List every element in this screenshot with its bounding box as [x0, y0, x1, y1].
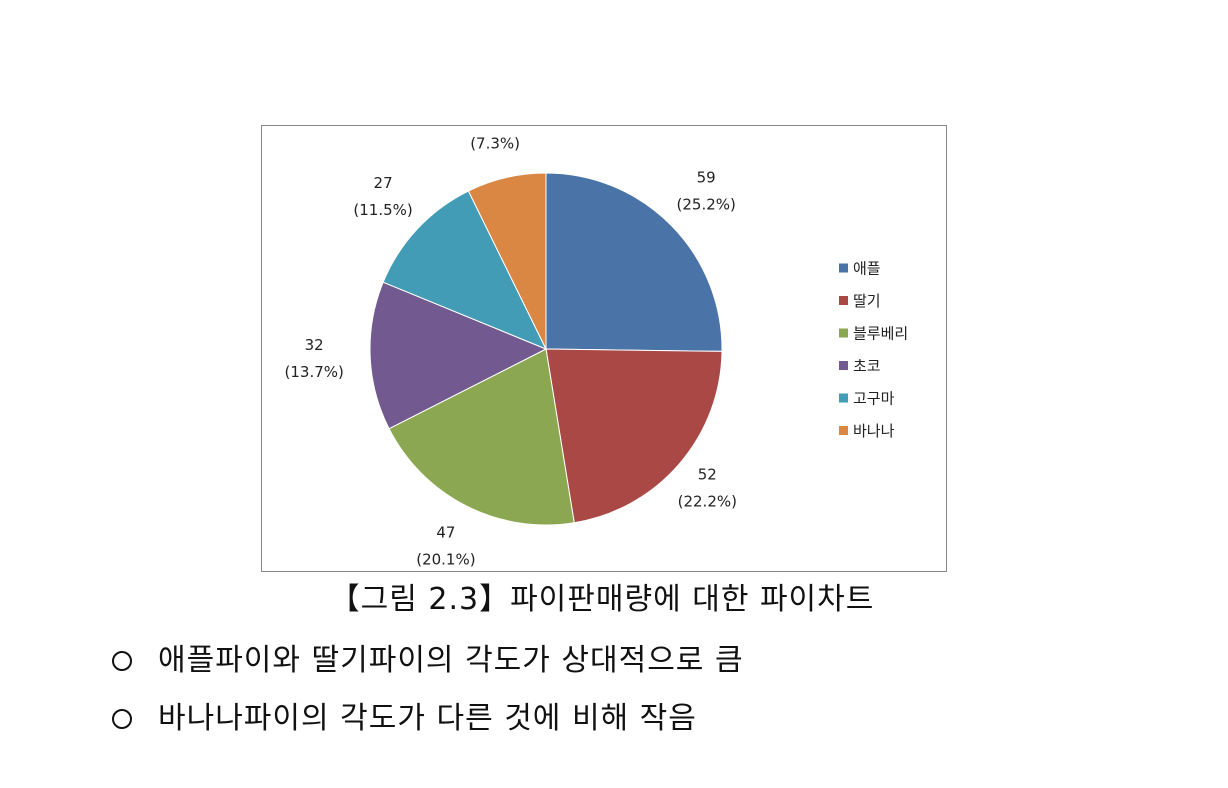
- pie-slice-6: [467, 172, 547, 350]
- pie-slice-4: [369, 281, 548, 430]
- legend-label: 딸기: [853, 292, 881, 310]
- pie-value-label: 47: [436, 524, 455, 542]
- bullet-item: 애플파이와 딸기파이의 각도가 상대적으로 큼: [112, 638, 744, 684]
- legend-swatch: [839, 296, 848, 305]
- pie-chart: 59 (25.2%) 52 (22.2%) 47 (20.1%) 32 (13.7%) 27 (1…: [285, 134, 909, 569]
- pie-value-label: 32: [305, 336, 324, 354]
- pie-percent-label: (25.2%): [677, 196, 736, 214]
- legend-label: 애플: [853, 260, 881, 278]
- legend-swatch: [839, 263, 848, 273]
- pie-percent-label: (7.3%): [470, 134, 520, 152]
- pie-percent-label: (11.5%): [353, 201, 412, 219]
- pie-data-labels: 59 (25.2%) 52 (22.2%) 47 (20.1%) 32 (13.7%) 27 (1…: [285, 134, 737, 569]
- pie-percent-label: (13.7%): [285, 363, 344, 381]
- pie-slice-2: [545, 348, 723, 524]
- legend-label: 블루베리: [853, 325, 908, 343]
- legend-label: 고구마: [853, 390, 895, 408]
- pie-slices: [369, 172, 723, 526]
- legend-swatch: [839, 328, 848, 338]
- bullet-text: 애플파이와 딸기파이의 각도가 상대적으로 큼: [158, 643, 744, 678]
- pie-chart-frame: 59 (25.2%) 52 (22.2%) 47 (20.1%) 32 (13.7%) 27 (1…: [261, 125, 947, 572]
- pie-value-label: 59: [697, 169, 716, 187]
- pie-percent-label: (22.2%): [678, 493, 737, 511]
- pie-slice-3: [388, 348, 575, 526]
- pie-value-label: 52: [698, 466, 717, 484]
- pie-slice-1: [545, 172, 723, 352]
- legend-label: 초코: [853, 357, 881, 375]
- figure-caption-text: 【그림 2.3】파이판매량에 대한 파이차트: [329, 582, 875, 617]
- bullet-text: 바나나파이의 각도가 다른 것에 비해 작음: [158, 701, 697, 736]
- figure-caption: 【그림 2.3】파이판매량에 대한 파이차트: [0, 577, 1228, 623]
- pie-percent-label: (20.1%): [416, 551, 475, 569]
- hollow-circle-bullet-icon: [112, 709, 132, 729]
- legend-swatch: [839, 361, 848, 370]
- pie-value-label: 27: [374, 174, 393, 192]
- hollow-circle-bullet-icon: [112, 651, 132, 671]
- legend-swatch: [839, 393, 848, 403]
- legend-label: 바나나: [853, 422, 895, 440]
- pie-slice-5: [382, 190, 548, 350]
- legend-swatch: [839, 426, 848, 435]
- bullet-item: 바나나파이의 각도가 다른 것에 비해 작음: [112, 696, 697, 742]
